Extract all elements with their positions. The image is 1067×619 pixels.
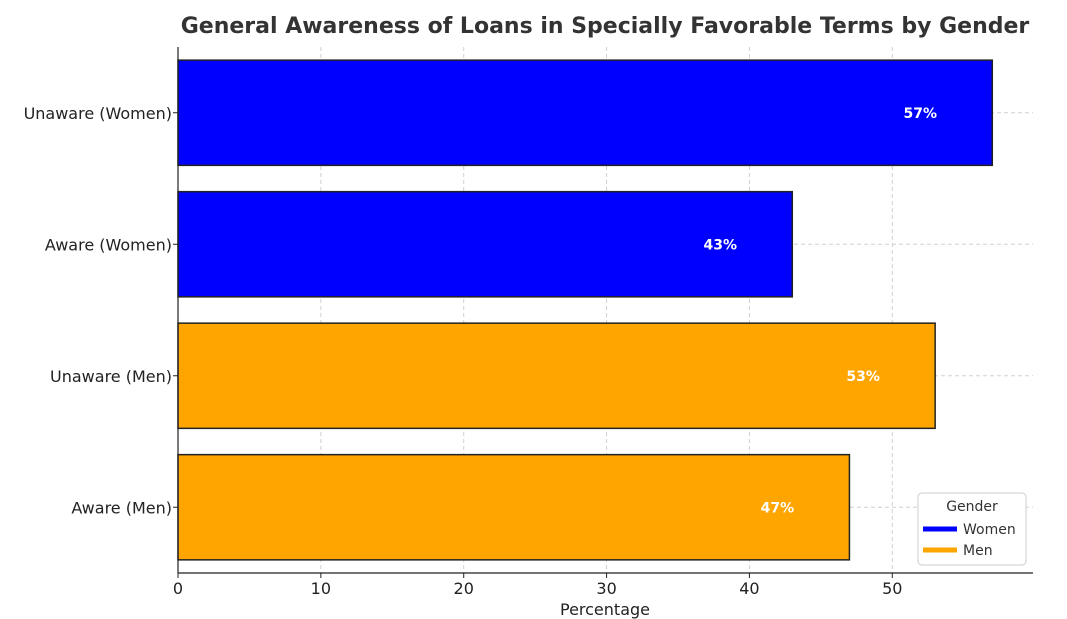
x-tick-label: 20 [454, 579, 474, 598]
legend-box [917, 492, 1027, 566]
legend-label-women: Women [963, 522, 1016, 538]
x-tick-label: 0 [173, 579, 183, 598]
bar [177, 59, 994, 167]
bar [177, 322, 936, 430]
ticks-group: 0 10 20 30 40 50 Unaware (Women) Aware (Women) U… [24, 104, 903, 598]
bar-data-label: 47% [761, 500, 795, 516]
y-tick-label: Aware (Women) [45, 235, 172, 254]
x-tick-label: 30 [596, 579, 616, 598]
legend: Gender Women Men [917, 492, 1027, 566]
bars-group: 57% 43% 53% 47% [177, 59, 994, 561]
bar-data-label: 53% [846, 369, 880, 385]
x-axis-label: Percentage [560, 600, 650, 619]
y-tick-label: Unaware (Women) [24, 104, 172, 123]
y-tick-label: Unaware (Men) [50, 367, 172, 386]
x-tick-label: 40 [739, 579, 759, 598]
x-tick-label: 10 [311, 579, 331, 598]
chart-title: General Awareness of Loans in Specially … [181, 14, 1030, 39]
bar-data-label: 57% [904, 106, 938, 122]
x-tick-label: 50 [882, 579, 902, 598]
legend-label-men: Men [963, 543, 993, 559]
y-tick-label: Aware (Men) [71, 498, 172, 517]
legend-title: Gender [946, 499, 998, 515]
bar-data-label: 43% [704, 237, 738, 253]
bar [177, 453, 851, 561]
bar [177, 190, 794, 298]
